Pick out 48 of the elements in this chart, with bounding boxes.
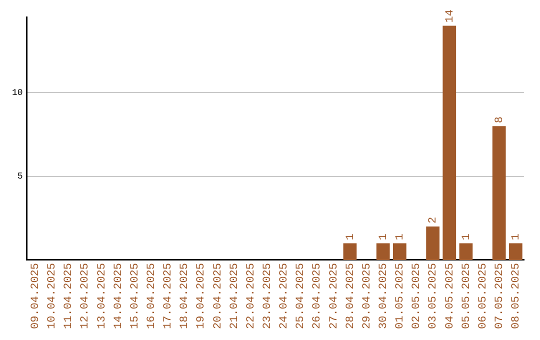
- data-label: 1: [394, 233, 407, 240]
- x-tick-label: 19.04.2025: [196, 262, 208, 330]
- x-tick-label: 20.04.2025: [212, 262, 224, 330]
- y-tick-label: 5: [17, 172, 23, 182]
- x-tick-label: 24.04.2025: [278, 262, 291, 330]
- bar: [459, 243, 473, 260]
- x-tick-label: 01.05.2025: [394, 262, 407, 330]
- data-label: 1: [510, 233, 523, 240]
- x-tick-label: 14.04.2025: [112, 262, 125, 330]
- data-label: 1: [460, 233, 473, 240]
- x-tick-label: 08.05.2025: [510, 262, 523, 330]
- bar: [343, 243, 357, 260]
- bar: [492, 126, 506, 260]
- x-tick-label: 16.04.2025: [146, 262, 158, 330]
- x-tick-label: 06.05.2025: [477, 262, 490, 330]
- x-tick-label: 05.05.2025: [460, 262, 473, 330]
- x-tick-label: 22.04.2025: [245, 262, 258, 330]
- x-tick-label: 11.04.2025: [63, 262, 76, 330]
- x-tick-label: 18.04.2025: [179, 262, 192, 330]
- x-tick-label: 04.05.2025: [444, 262, 456, 330]
- x-tick-label: 13.04.2025: [96, 262, 108, 330]
- x-tick-label: 17.04.2025: [162, 262, 175, 330]
- x-tick-label: 27.04.2025: [328, 262, 340, 330]
- x-tick-label: 28.04.2025: [344, 262, 357, 330]
- data-label: 1: [344, 233, 357, 240]
- x-tick-label: 09.04.2025: [30, 262, 42, 330]
- x-tick-label: 25.04.2025: [295, 262, 308, 330]
- data-label: 14: [444, 9, 456, 23]
- x-tick-label: 03.05.2025: [428, 262, 440, 330]
- x-tick-label: 15.04.2025: [129, 262, 142, 330]
- x-tick-label: 30.04.2025: [378, 262, 390, 330]
- x-tick-label: 26.04.2025: [312, 262, 324, 330]
- data-label: 8: [494, 116, 506, 124]
- x-tick-label: 29.04.2025: [361, 262, 374, 330]
- bar: [508, 243, 522, 260]
- bar: [426, 226, 440, 260]
- data-label: 1: [378, 233, 390, 240]
- data-label: 2: [428, 216, 440, 224]
- bar: [376, 243, 390, 260]
- y-tick-label: 10: [12, 88, 23, 98]
- x-tick-label: 02.05.2025: [411, 262, 424, 330]
- x-tick-label: 23.04.2025: [262, 262, 274, 330]
- x-tick-label: 12.04.2025: [80, 262, 92, 330]
- x-tick-label: 10.04.2025: [46, 262, 59, 330]
- bar: [392, 243, 406, 260]
- x-tick-label: 21.04.2025: [228, 262, 241, 330]
- bar: [442, 26, 456, 260]
- x-tick-label: 07.05.2025: [494, 262, 506, 330]
